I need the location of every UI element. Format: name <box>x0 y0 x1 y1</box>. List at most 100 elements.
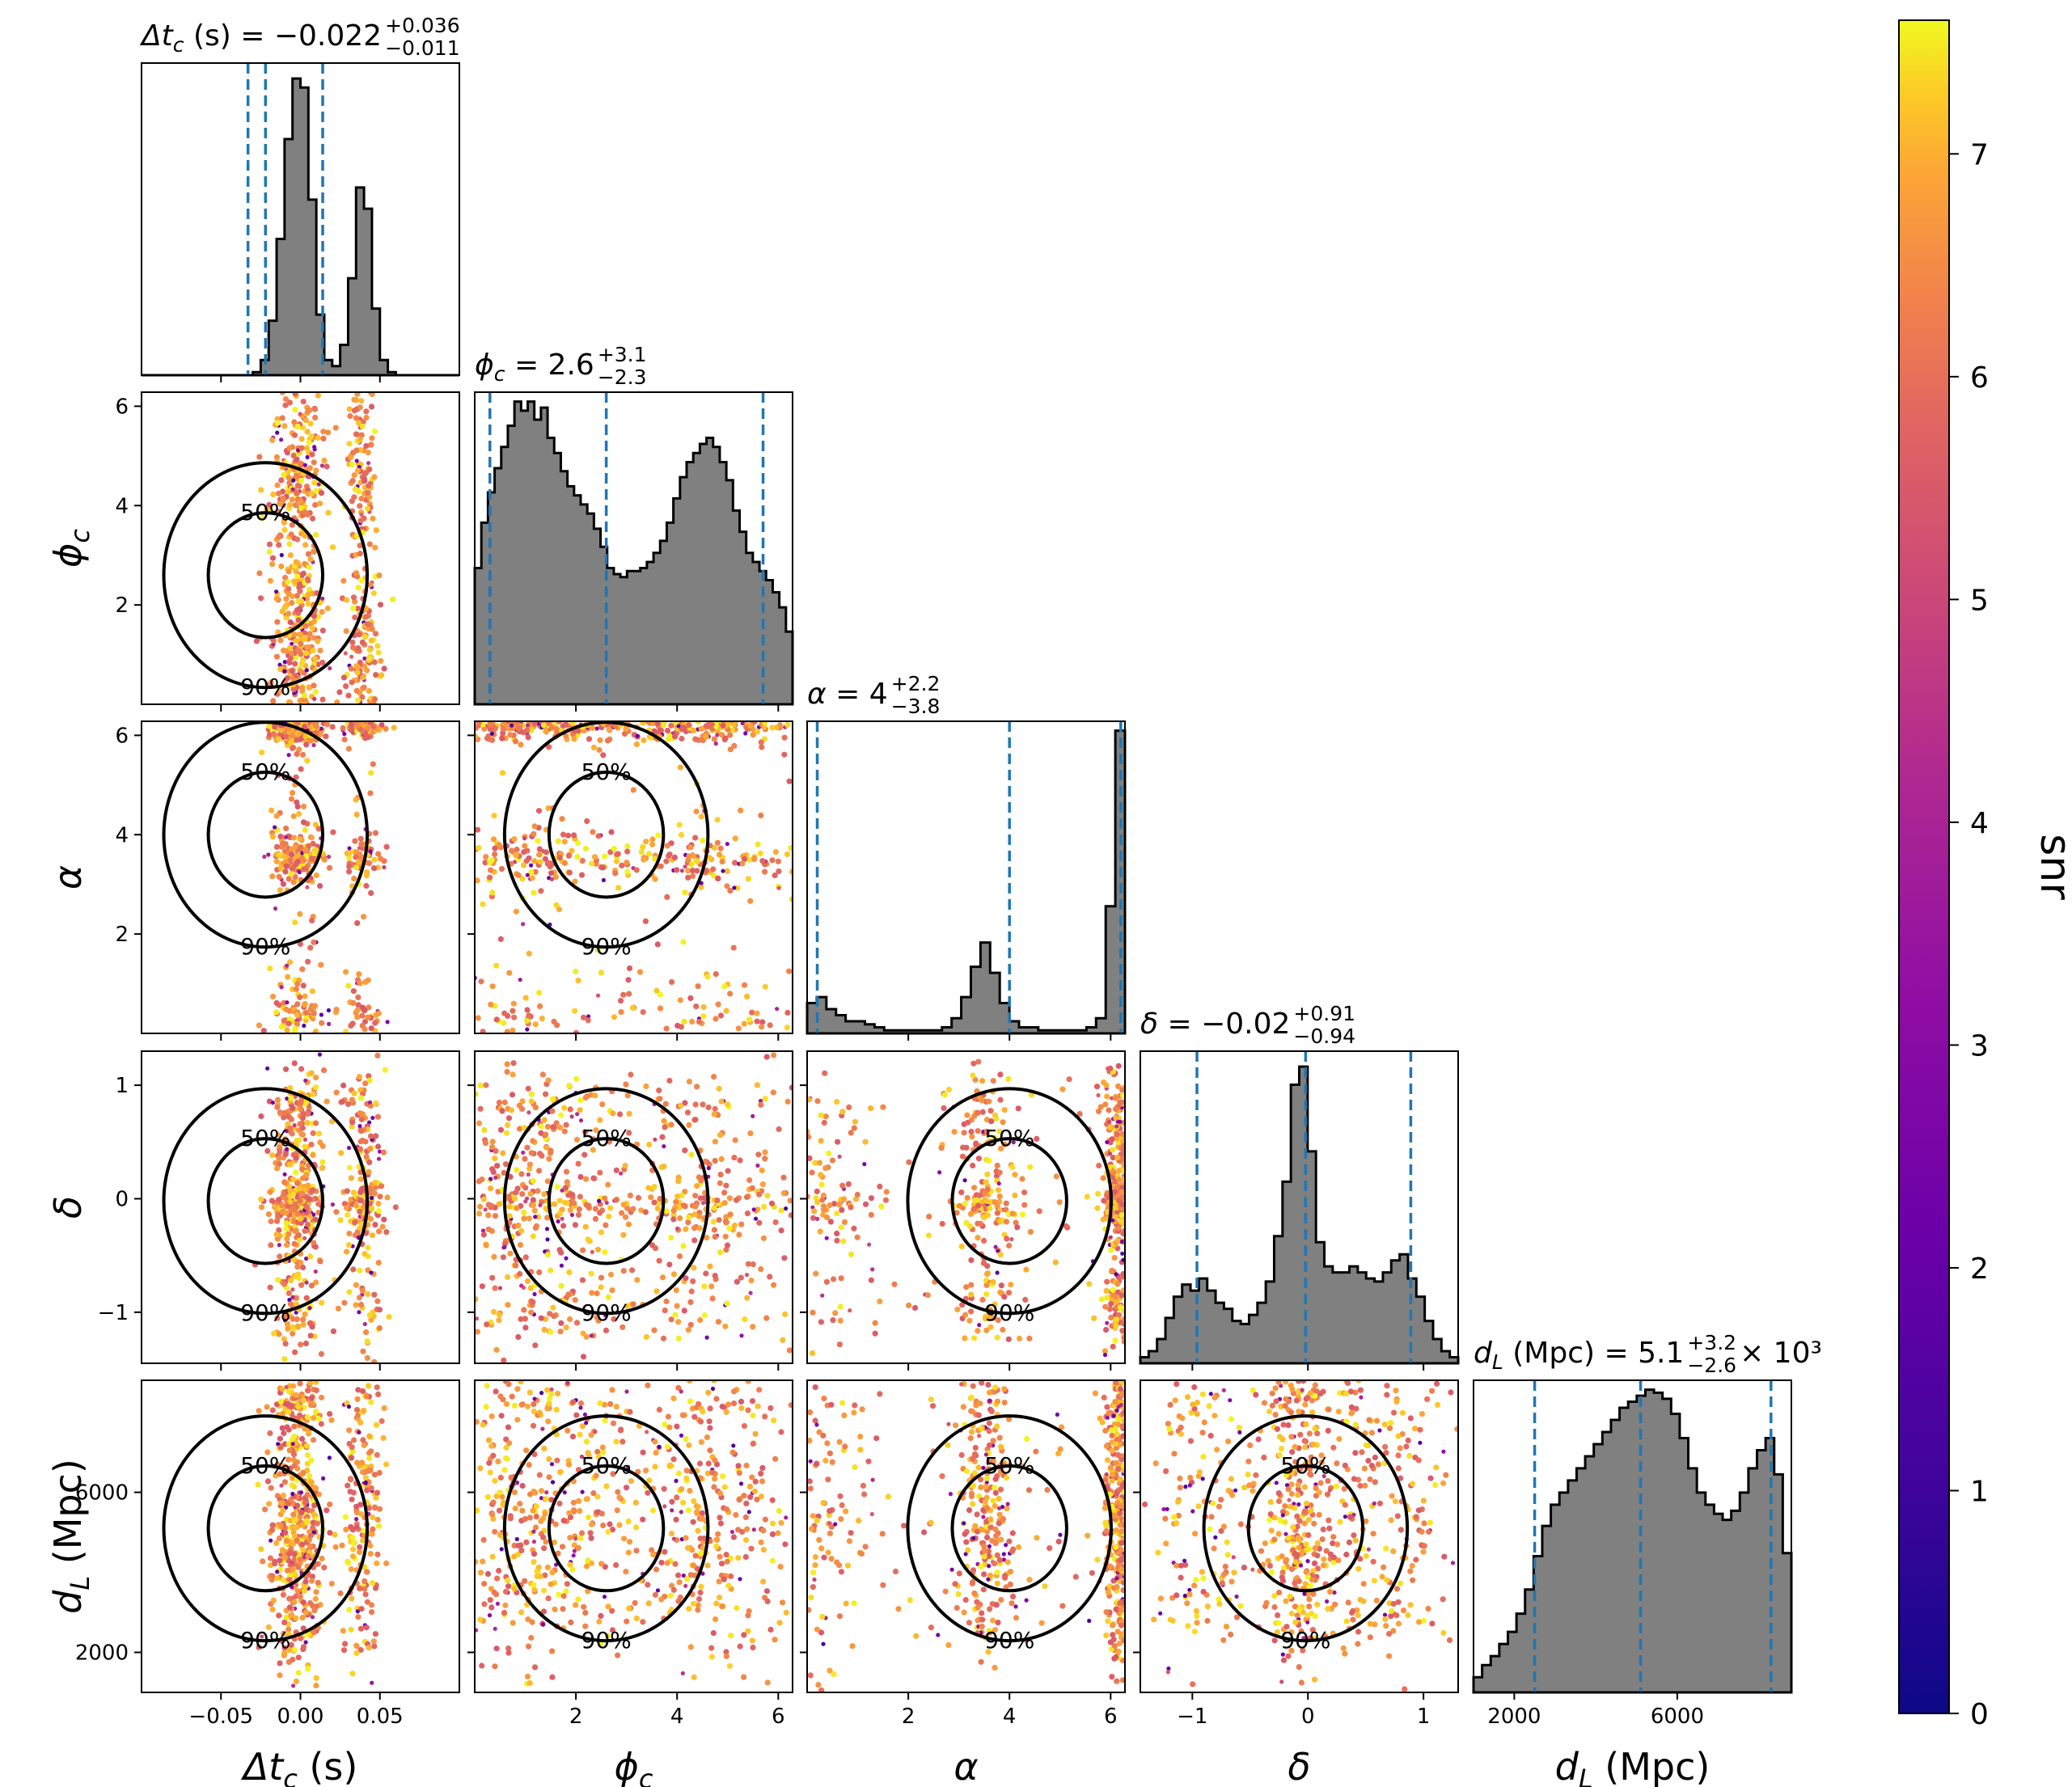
sample-point <box>602 1195 608 1202</box>
sample-point <box>298 766 304 772</box>
sample-point <box>712 1139 718 1145</box>
sample-point <box>359 423 366 429</box>
sample-point <box>260 1028 267 1033</box>
sample-point <box>366 483 372 489</box>
contour-label-90: 90% <box>240 1627 290 1654</box>
sample-point <box>352 1219 358 1226</box>
sample-point <box>280 647 287 654</box>
sample-point <box>1026 1335 1033 1341</box>
sample-point <box>320 596 325 601</box>
sample-point <box>288 531 294 538</box>
sample-point <box>615 885 622 891</box>
sample-point <box>528 1150 535 1156</box>
sample-point <box>348 1175 354 1181</box>
sample-point <box>307 737 314 744</box>
sample-point <box>372 631 379 637</box>
sample-point <box>285 568 292 575</box>
sample-point <box>345 982 352 989</box>
sample-point <box>268 1485 274 1491</box>
sample-point <box>311 635 317 641</box>
sample-point <box>979 1296 986 1303</box>
sample-point <box>293 986 299 992</box>
sample-point <box>308 1070 315 1076</box>
sample-point <box>336 689 343 695</box>
sample-point <box>293 1169 299 1176</box>
sample-point <box>1005 1336 1012 1342</box>
panel-title-phic: ϕc = 2.6 <box>475 349 594 386</box>
sample-point <box>1120 1251 1125 1256</box>
sample-point <box>289 496 295 503</box>
sample-point <box>363 414 370 421</box>
sample-point <box>284 675 290 682</box>
sample-point <box>365 1291 371 1297</box>
sample-point <box>546 744 552 750</box>
sample-point <box>700 1003 707 1010</box>
sample-point <box>369 626 375 632</box>
sample-point <box>268 1218 274 1225</box>
sample-point <box>294 1021 301 1028</box>
sample-point <box>367 1542 374 1548</box>
sample-point <box>661 1164 667 1170</box>
sample-point <box>369 1580 376 1586</box>
sample-point <box>531 830 537 837</box>
contour-label-90: 90% <box>581 1299 632 1326</box>
sample-point <box>539 1071 547 1078</box>
sample-point <box>566 1083 573 1089</box>
sample-point <box>481 1126 488 1134</box>
sample-point <box>735 1025 742 1032</box>
sample-point <box>530 1138 536 1144</box>
sample-point <box>326 864 333 871</box>
sample-point <box>302 1582 309 1589</box>
sample-point <box>366 1073 372 1079</box>
sample-point <box>357 1198 364 1204</box>
sample-point <box>325 509 332 516</box>
sample-point <box>1107 1065 1114 1071</box>
sample-point <box>1120 1270 1125 1278</box>
sample-point <box>693 736 700 743</box>
sample-point <box>362 1578 368 1584</box>
sample-point <box>305 551 311 557</box>
sample-point <box>532 868 539 875</box>
sample-point <box>355 1609 360 1614</box>
sample-point <box>1116 1312 1123 1318</box>
sample-point <box>287 1402 294 1409</box>
sample-point <box>290 1540 297 1547</box>
sample-point <box>1102 1353 1108 1358</box>
sample-point <box>541 1117 548 1123</box>
sample-point <box>597 1169 603 1176</box>
sample-point <box>317 1052 322 1057</box>
sample-point <box>543 1131 549 1138</box>
sample-point <box>311 1502 318 1509</box>
sample-point <box>983 1327 990 1333</box>
sample-point <box>302 1426 308 1432</box>
sample-point <box>745 876 752 882</box>
sample-point <box>281 471 287 478</box>
sample-point <box>281 1191 287 1198</box>
sample-point <box>341 1299 348 1306</box>
sample-point <box>674 1303 680 1309</box>
sample-point <box>756 1191 763 1198</box>
sample-point <box>497 936 504 942</box>
sample-point <box>290 834 297 841</box>
sample-point <box>278 727 285 733</box>
sample-point <box>293 638 299 644</box>
sample-point <box>1001 1141 1008 1147</box>
sample-point <box>363 1481 368 1485</box>
sample-point <box>848 1130 854 1136</box>
sample-point <box>290 686 297 693</box>
sample-point <box>578 1118 584 1123</box>
sample-point <box>1019 1176 1025 1182</box>
sample-point <box>298 1435 306 1443</box>
sample-point <box>575 1112 580 1117</box>
sample-point <box>718 1098 725 1105</box>
sample-point <box>293 654 299 661</box>
sample-point <box>311 1607 318 1614</box>
sample-point <box>492 1213 499 1219</box>
sample-point <box>668 1122 674 1128</box>
sample-point <box>294 1264 301 1270</box>
sample-point <box>285 1020 292 1027</box>
sample-point <box>370 1195 374 1201</box>
sample-point <box>882 1197 889 1203</box>
sample-point <box>605 1181 611 1188</box>
sample-point <box>696 1225 703 1231</box>
